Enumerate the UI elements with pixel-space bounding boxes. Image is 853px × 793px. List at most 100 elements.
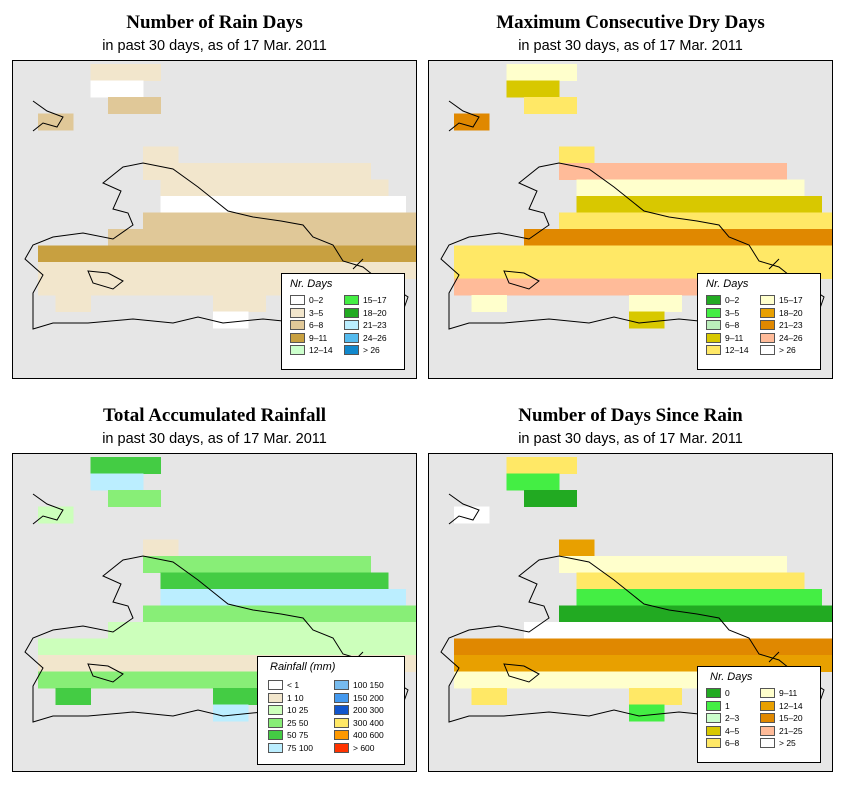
grid-cell <box>248 605 266 623</box>
legend-swatch <box>334 692 349 703</box>
legend-item: 15–20 <box>760 712 803 725</box>
grid-cell <box>471 278 490 296</box>
grid-cell <box>353 572 371 590</box>
grid-cell <box>559 278 577 296</box>
legend-label: 21–23 <box>363 320 387 331</box>
legend-item: 1 10 <box>268 692 313 705</box>
grid-cell <box>300 556 319 573</box>
grid-cell <box>734 196 752 213</box>
legend-label: < 1 <box>287 680 300 691</box>
grid-cell <box>213 179 231 197</box>
grid-cell <box>629 295 647 312</box>
grid-cell <box>38 506 56 524</box>
grid-cell <box>160 278 179 296</box>
legend-item: 18–20 <box>344 307 387 320</box>
grid-cell <box>681 229 700 246</box>
grid-cell <box>318 179 336 197</box>
grid-cell <box>248 638 266 656</box>
grid-cell <box>248 589 266 606</box>
grid-cell <box>699 212 717 230</box>
grid-cell <box>370 212 389 230</box>
grid-cell <box>300 605 319 623</box>
grid-cell <box>664 605 682 623</box>
legend-item: 0–2 <box>290 294 333 307</box>
grid-cell <box>178 638 196 656</box>
legend-item: 10 25 <box>268 704 313 717</box>
grid-cell <box>699 638 717 656</box>
legend-item: 4–5 <box>706 725 739 738</box>
grid-cell <box>629 622 647 639</box>
grid-cell <box>195 638 214 656</box>
grid-cell <box>471 671 490 689</box>
grid-cell <box>143 655 161 672</box>
legend-swatch <box>706 332 721 343</box>
grid-cell <box>821 622 832 639</box>
legend-swatch <box>706 738 721 749</box>
grid-cell <box>769 622 787 639</box>
grid-cell <box>125 490 144 507</box>
legend-swatch <box>268 680 283 691</box>
legend-swatch <box>268 692 283 703</box>
grid-cell <box>178 245 196 263</box>
grid-cell <box>160 671 179 689</box>
grid-cell <box>178 655 196 672</box>
legend-swatch <box>706 700 721 711</box>
grid-cell <box>248 278 266 296</box>
legend: Nr. Days 0 1 2–3 4–5 6–8 9–11 12–14 15–2… <box>697 666 821 763</box>
grid-cell <box>594 671 612 689</box>
grid-cell <box>541 638 560 656</box>
legend-swatch <box>760 345 775 356</box>
grid-cell <box>143 671 161 689</box>
grid-cell <box>108 97 126 114</box>
grid-cell <box>786 212 805 230</box>
legend-swatch <box>334 742 349 753</box>
grid-cell <box>699 589 717 606</box>
grid-cell <box>335 179 354 197</box>
grid-cell <box>335 163 354 180</box>
grid-cell <box>769 572 787 590</box>
grid-cell <box>734 179 752 197</box>
coastline <box>440 493 825 723</box>
legend-item: 21–23 <box>760 319 803 332</box>
grid-cell <box>454 262 472 279</box>
grid-cell <box>664 229 682 246</box>
legend-item: 21–23 <box>344 319 387 332</box>
grid-cell <box>160 605 179 623</box>
grid-cell <box>283 245 301 263</box>
grid-cell <box>576 146 595 164</box>
legend-column-right: 9–11 12–14 15–20 21–25 > 25 <box>760 687 803 750</box>
grid-cell <box>195 179 214 197</box>
legend-label: 6–8 <box>725 738 740 749</box>
grid-cell <box>388 229 406 246</box>
grid-cell <box>248 212 266 230</box>
grid-cell <box>335 229 354 246</box>
grid-cell <box>265 556 284 573</box>
grid-cell <box>283 212 301 230</box>
grid-cell <box>559 539 577 557</box>
grid-cell <box>90 457 109 474</box>
grid-cell <box>734 163 752 180</box>
legend-swatch <box>760 713 775 724</box>
grid-cell <box>405 245 416 263</box>
grid-cell <box>769 605 787 623</box>
grid-cell <box>594 278 612 296</box>
grid-cell <box>576 245 595 263</box>
grid-cell <box>265 572 284 590</box>
grid-cell <box>160 245 179 263</box>
coastline-path <box>440 100 825 330</box>
grid-cell <box>804 196 822 213</box>
grid-cells <box>454 64 832 329</box>
grid-cell <box>611 655 630 672</box>
legend-item: 9–11 <box>706 332 749 345</box>
grid-cell <box>664 589 682 606</box>
grid-cell <box>178 212 196 230</box>
grid-cell <box>213 589 231 606</box>
grid-cell <box>388 245 406 263</box>
grid-cell <box>471 262 490 279</box>
grid-cell <box>524 638 542 656</box>
grid-cell <box>611 278 630 296</box>
grid-cell <box>300 245 319 263</box>
grid-cell <box>716 572 735 590</box>
grid-cell <box>524 490 542 507</box>
legend-swatch <box>706 345 721 356</box>
